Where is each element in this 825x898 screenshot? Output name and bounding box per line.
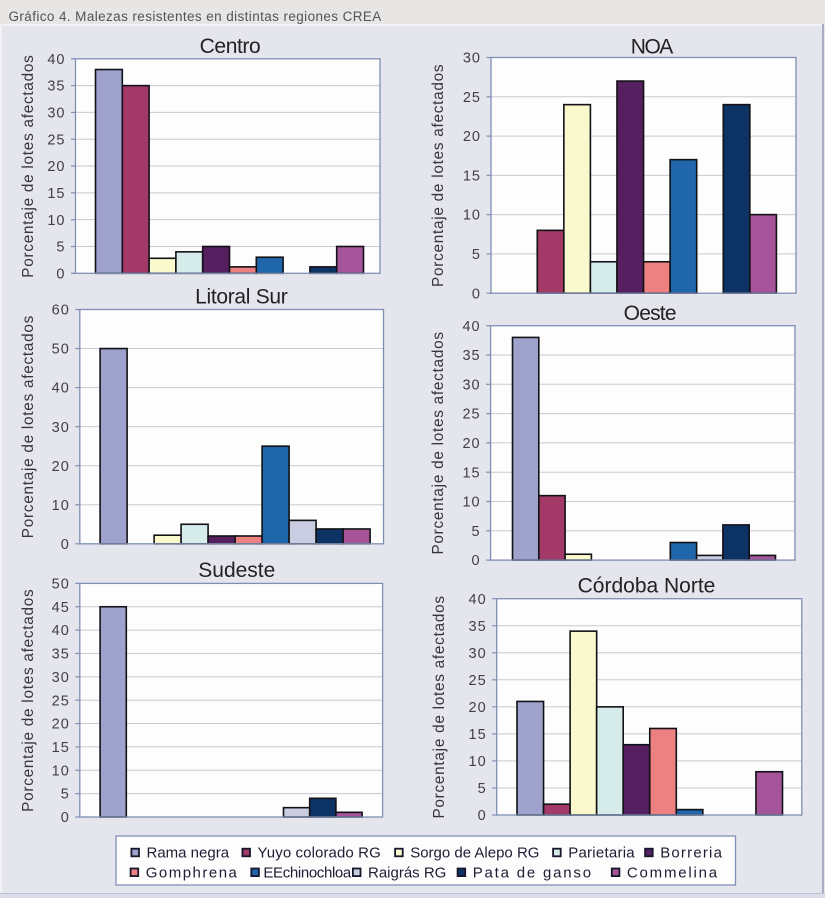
svg-text:20: 20	[47, 159, 65, 175]
svg-text:20: 20	[469, 700, 487, 716]
svg-text:Porcentaje de lotes afectados: Porcentaje de lotes afectados	[20, 315, 37, 538]
svg-text:Rama negra: Rama negra	[147, 844, 230, 861]
svg-text:NOA: NOA	[631, 35, 674, 58]
svg-text:5: 5	[472, 247, 481, 263]
svg-text:50: 50	[52, 577, 70, 593]
svg-text:15: 15	[52, 740, 70, 756]
svg-text:5: 5	[56, 240, 65, 256]
svg-text:15: 15	[462, 465, 480, 481]
svg-text:20: 20	[52, 717, 70, 733]
svg-text:Commelina: Commelina	[627, 864, 719, 881]
svg-text:Borreria: Borreria	[660, 844, 723, 861]
svg-text:25: 25	[47, 132, 65, 148]
svg-text:Córdoba Norte: Córdoba Norte	[578, 574, 716, 597]
svg-text:25: 25	[469, 673, 487, 689]
svg-text:30: 30	[462, 377, 480, 393]
svg-text:Litoral Sur: Litoral Sur	[195, 286, 288, 309]
svg-text:Porcentaje de lotes afectados: Porcentaje de lotes afectados	[20, 54, 37, 277]
svg-text:0: 0	[56, 266, 65, 282]
svg-text:5: 5	[61, 787, 70, 803]
svg-text:30: 30	[469, 646, 487, 662]
svg-text:40: 40	[462, 319, 480, 335]
svg-text:35: 35	[469, 619, 487, 635]
svg-text:Porcentaje de lotes afectados: Porcentaje de lotes afectados	[431, 595, 448, 818]
svg-text:20: 20	[52, 459, 70, 475]
svg-text:10: 10	[52, 763, 70, 779]
svg-text:35: 35	[52, 647, 70, 663]
svg-text:Raigrás RG: Raigrás RG	[368, 864, 446, 881]
svg-text:35: 35	[47, 79, 65, 95]
svg-text:10: 10	[469, 754, 487, 770]
svg-text:Parietaria: Parietaria	[568, 844, 635, 861]
svg-text:20: 20	[463, 129, 481, 145]
svg-text:Porcentaje de lotes afectados: Porcentaje de lotes afectados	[430, 331, 447, 554]
svg-text:Gomphrena: Gomphrena	[146, 864, 239, 881]
svg-text:25: 25	[463, 90, 481, 106]
svg-text:35: 35	[462, 348, 480, 364]
svg-text:10: 10	[462, 495, 480, 511]
svg-text:Yuyo colorado RG: Yuyo colorado RG	[258, 844, 381, 861]
svg-text:0: 0	[61, 810, 70, 826]
svg-text:Porcentaje de lotes afectados: Porcentaje de lotes afectados	[430, 64, 447, 287]
svg-text:0: 0	[472, 286, 481, 302]
svg-text:30: 30	[463, 51, 481, 67]
svg-text:10: 10	[52, 498, 70, 514]
svg-text:Pata de ganso: Pata de ganso	[473, 864, 593, 881]
svg-text:15: 15	[469, 727, 487, 743]
svg-text:45: 45	[52, 600, 70, 616]
svg-text:40: 40	[47, 52, 65, 68]
svg-text:0: 0	[61, 537, 70, 553]
svg-text:0: 0	[472, 553, 481, 569]
svg-text:20: 20	[462, 436, 480, 452]
svg-text:25: 25	[52, 693, 70, 709]
svg-text:15: 15	[463, 168, 481, 184]
svg-text:25: 25	[462, 407, 480, 423]
svg-text:40: 40	[52, 623, 70, 639]
svg-text:5: 5	[478, 781, 487, 797]
svg-text:30: 30	[52, 670, 70, 686]
svg-text:Sorgo de Alepo RG: Sorgo de Alepo RG	[410, 844, 539, 861]
svg-text:Oeste: Oeste	[624, 302, 676, 325]
svg-text:30: 30	[47, 106, 65, 122]
svg-text:60: 60	[52, 303, 70, 319]
svg-text:40: 40	[469, 592, 487, 608]
svg-text:40: 40	[52, 381, 70, 397]
svg-text:50: 50	[52, 342, 70, 358]
svg-text:10: 10	[463, 208, 481, 224]
svg-text:Centro: Centro	[200, 35, 261, 58]
svg-text:0: 0	[478, 808, 487, 824]
svg-text:5: 5	[472, 524, 481, 540]
svg-text:Sudeste: Sudeste	[198, 559, 275, 582]
svg-text:30: 30	[52, 420, 70, 436]
svg-text:10: 10	[47, 213, 65, 229]
svg-text:Porcentaje de lotes afectados: Porcentaje de lotes afectados	[20, 589, 37, 812]
svg-text:EEchinochloa: EEchinochloa	[263, 864, 352, 881]
svg-text:15: 15	[47, 186, 65, 202]
